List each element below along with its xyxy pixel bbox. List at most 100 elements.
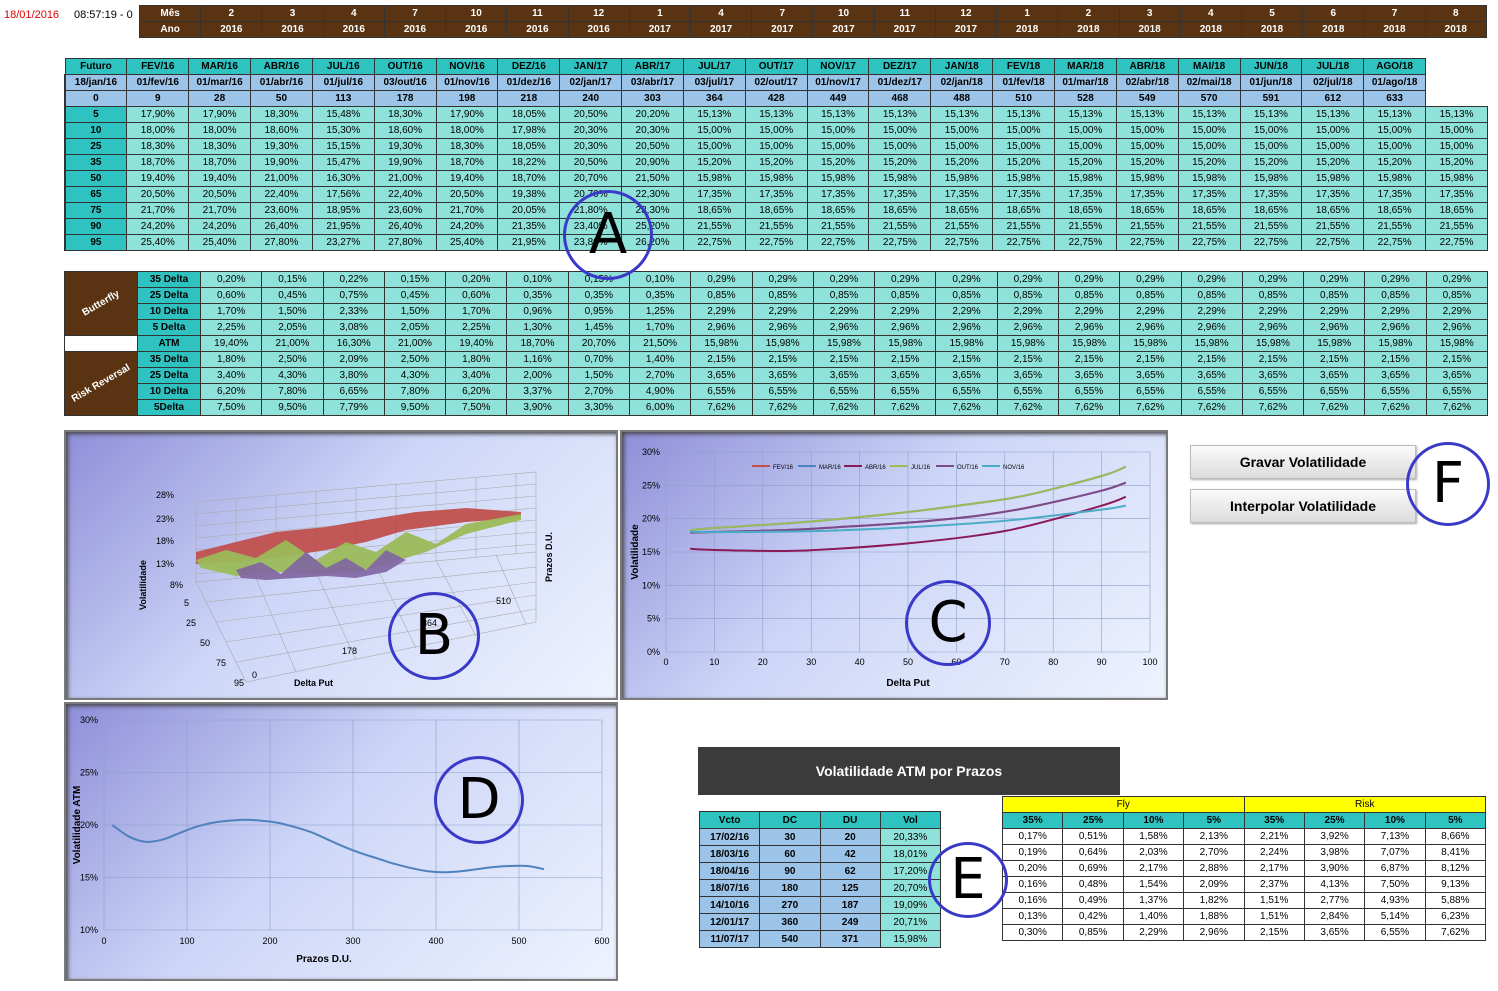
atm-cell[interactable]: 15,98% [751,335,814,352]
smile-cell[interactable]: 2,33% [322,303,385,320]
smile-cell[interactable]: 7,62% [1425,399,1489,416]
vol-cell[interactable]: 18,65% [744,202,808,219]
smile-cell[interactable]: 2,96% [1180,319,1243,336]
vol-cell[interactable]: 15,98% [806,170,870,187]
smile-cell[interactable]: 6,55% [690,383,753,400]
vol-cell[interactable]: 17,35% [744,186,808,203]
vol-cell[interactable]: 20,70% [559,170,623,187]
smile-cell[interactable]: 0,15% [261,271,324,288]
smile-cell[interactable]: 2,15% [751,351,814,368]
vol-cell[interactable]: 21,55% [1301,218,1365,235]
vol-cell[interactable]: 21,55% [1239,218,1303,235]
vol-cell[interactable]: 18,95% [311,202,375,219]
smile-cell[interactable]: 2,15% [996,351,1059,368]
smile-cell[interactable]: 1,50% [383,303,447,320]
vol-cell[interactable]: 18,65% [868,202,932,219]
smile-cell[interactable]: 2,50% [261,351,324,368]
vol-cell[interactable]: 27,80% [373,234,437,251]
vol-cell[interactable]: 19,90% [250,154,313,171]
smile-cell[interactable]: 2,70% [567,383,630,400]
smile-cell[interactable]: 2,29% [690,303,753,320]
smile-cell[interactable]: 3,65% [874,367,937,384]
vol-cell[interactable]: 15,20% [1301,154,1365,171]
vol-cell[interactable]: 15,20% [868,154,932,171]
smile-cell[interactable]: 4,30% [261,367,324,384]
vol-cell[interactable]: 15,13% [930,106,994,123]
vol-cell[interactable]: 18,70% [126,154,190,171]
vol-cell[interactable]: 27,80% [250,234,313,251]
vol-cell[interactable]: 25,40% [188,234,252,251]
smile-cell[interactable]: 3,65% [1119,367,1182,384]
smile-cell[interactable]: 6,55% [1425,383,1489,400]
smile-cell[interactable]: 3,65% [1425,367,1489,384]
vol-cell[interactable]: 21,50% [621,170,684,187]
vol-cell[interactable]: 18,05% [497,138,561,155]
smile-cell[interactable]: 1,70% [199,303,263,320]
vol-cell[interactable]: 17,35% [930,186,994,203]
smile-cell[interactable]: 0,85% [1119,287,1182,304]
smile-cell[interactable]: 2,15% [1425,351,1489,368]
smile-cell[interactable]: 3,90% [506,399,569,416]
vol-cell[interactable]: 17,35% [1363,186,1427,203]
smile-cell[interactable]: 0,75% [322,287,385,304]
vol-cell[interactable]: 22,75% [930,234,994,251]
smile-cell[interactable]: 3,80% [322,367,385,384]
vol-cell[interactable]: 15,00% [1239,138,1303,155]
vol-cell[interactable]: 22,75% [806,234,870,251]
atm-cell[interactable]: 15,98% [1364,335,1427,352]
smile-cell[interactable]: 1,70% [628,319,692,336]
vol-cell[interactable]: 22,75% [1239,234,1303,251]
vol-cell[interactable]: 17,98% [497,122,561,139]
smile-cell[interactable]: 7,62% [1057,399,1121,416]
vol-cell[interactable]: 19,38% [497,186,561,203]
smile-cell[interactable]: 1,45% [567,319,630,336]
vol-cell[interactable]: 15,00% [1301,122,1365,139]
smile-cell[interactable]: 6,55% [1180,383,1243,400]
smile-cell[interactable]: 3,08% [322,319,385,336]
smile-cell[interactable]: 0,85% [812,287,876,304]
smile-cell[interactable]: 0,29% [935,271,998,288]
vol-cell[interactable]: 22,75% [1363,234,1427,251]
vol-cell[interactable]: 19,90% [373,154,437,171]
smile-cell[interactable]: 0,60% [445,287,508,304]
vol-cell[interactable]: 15,13% [806,106,870,123]
vol-cell[interactable]: 21,55% [992,218,1055,235]
vol-cell[interactable]: 22,75% [744,234,808,251]
vol-cell[interactable]: 15,98% [1239,170,1303,187]
vol-cell[interactable]: 18,65% [992,202,1055,219]
smile-cell[interactable]: 0,29% [1241,271,1305,288]
smile-cell[interactable]: 1,80% [445,351,508,368]
vol-cell[interactable]: 20,50% [559,106,623,123]
vol-cell[interactable]: 15,00% [682,122,746,139]
vol-cell[interactable]: 19,40% [188,170,252,187]
smile-cell[interactable]: 0,29% [1364,271,1427,288]
vol-cell[interactable]: 20,20% [621,106,684,123]
smile-cell[interactable]: 0,29% [996,271,1059,288]
smile-cell[interactable]: 2,25% [445,319,508,336]
smile-cell[interactable]: 7,62% [1303,399,1366,416]
vol-cell[interactable]: 15,20% [930,154,994,171]
atm-cell[interactable]: 15,98% [1057,335,1121,352]
atm-cell[interactable]: 21,50% [628,335,692,352]
vol-cell[interactable]: 15,98% [1363,170,1427,187]
smile-cell[interactable]: 2,29% [751,303,814,320]
vol-cell[interactable]: 15,00% [806,122,870,139]
vol-cell[interactable]: 15,13% [1363,106,1427,123]
smile-cell[interactable]: 6,55% [874,383,937,400]
smile-cell[interactable]: 0,29% [874,271,937,288]
vol-cell[interactable]: 21,55% [1425,218,1488,235]
atm-cell[interactable]: 15,98% [1425,335,1489,352]
smile-cell[interactable]: 2,29% [874,303,937,320]
vol-cell[interactable]: 15,13% [1301,106,1365,123]
vol-cell[interactable]: 15,98% [1177,170,1241,187]
smile-cell[interactable]: 2,15% [1180,351,1243,368]
smile-cell[interactable]: 6,00% [628,399,692,416]
vol-cell[interactable]: 17,90% [188,106,252,123]
vol-cell[interactable]: 15,00% [1177,138,1241,155]
smile-cell[interactable]: 3,65% [1241,367,1305,384]
smile-cell[interactable]: 2,96% [1057,319,1121,336]
smile-cell[interactable]: 3,65% [690,367,753,384]
vol-cell[interactable]: 15,13% [1425,106,1488,123]
smile-cell[interactable]: 0,85% [1364,287,1427,304]
smile-cell[interactable]: 2,70% [628,367,692,384]
